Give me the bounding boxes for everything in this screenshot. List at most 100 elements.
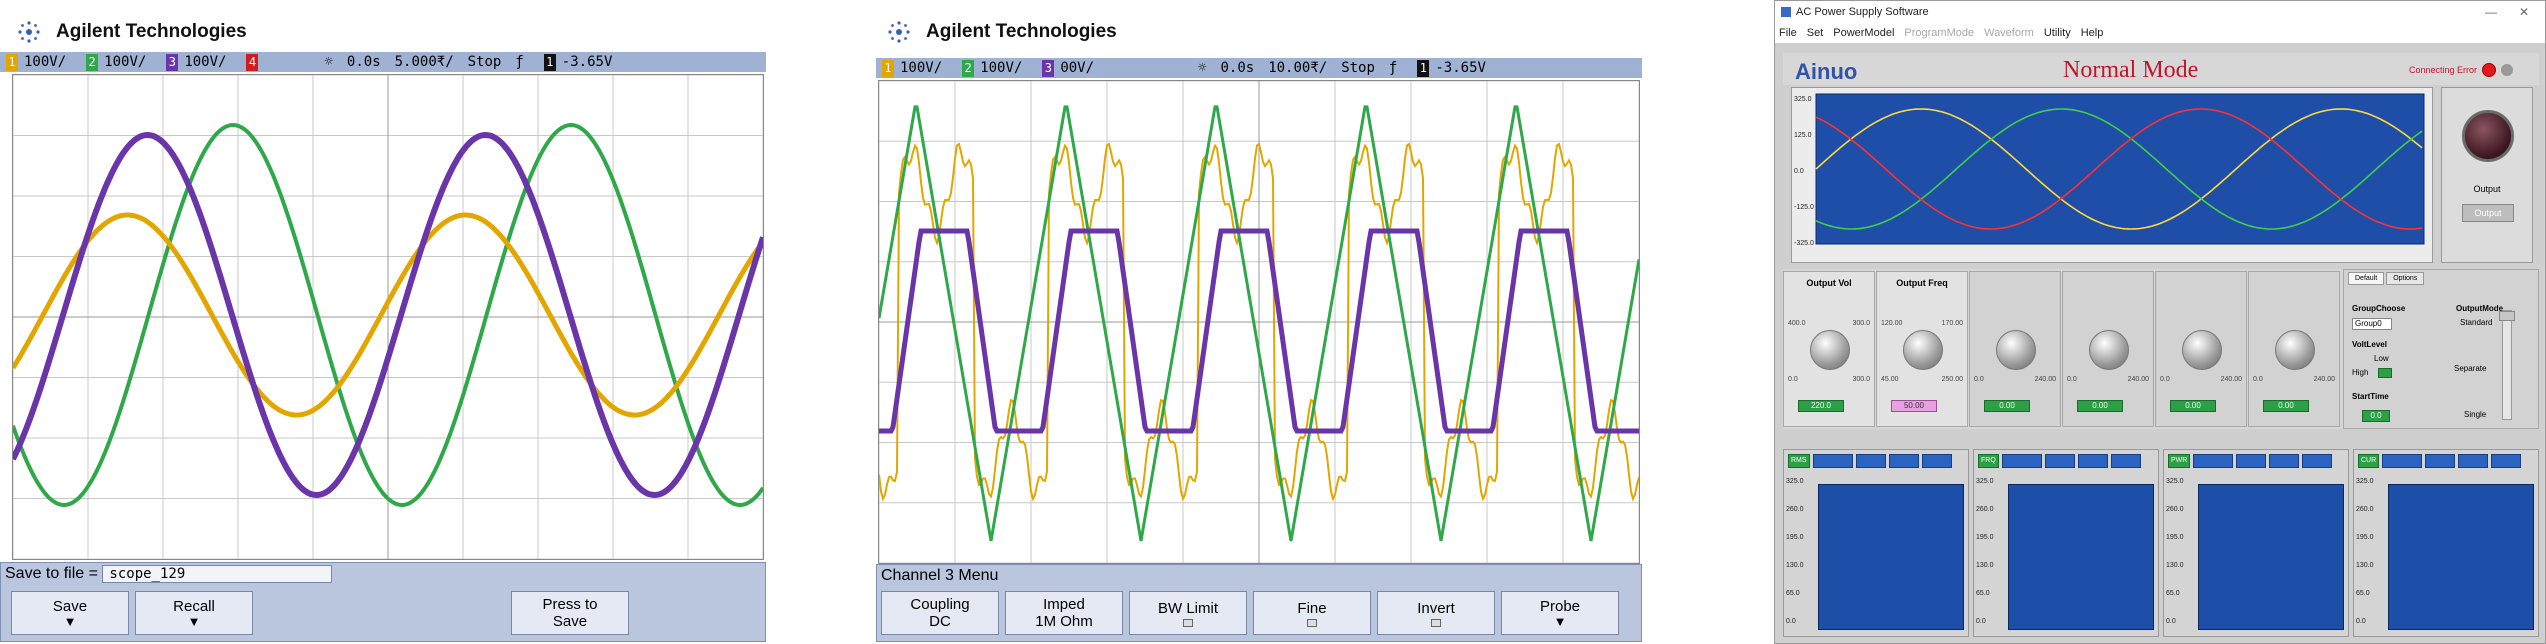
control-value[interactable]: 0.00 (2170, 400, 2216, 412)
control-range-bottom: 0.0 240.00 (2253, 376, 2335, 383)
scope1-waveform-display (13, 75, 763, 559)
ch2-indicator[interactable]: 2 (962, 59, 975, 77)
control-value[interactable]: 50.00 (1891, 400, 1937, 412)
control-range-bottom: 0.0 240.00 (2160, 376, 2242, 383)
separate-label: Separate (2454, 364, 2487, 373)
ch2-indicator[interactable]: 2 (86, 53, 99, 71)
save-button[interactable]: Save ▼ (11, 591, 129, 635)
range-low: 120.00 (1881, 320, 1903, 327)
control-range: 400.0 300.0 (1788, 320, 1870, 327)
control-knob[interactable] (2275, 330, 2315, 370)
knob-min: 0.0 (2160, 376, 2170, 383)
filename-field[interactable]: scope_129 (102, 565, 333, 583)
brand-name: Agilent Technologies (56, 21, 247, 42)
meter-y-label: 260.0 (2166, 506, 2184, 513)
meter-tag[interactable]: FRQ (1978, 454, 1999, 468)
probe-button[interactable]: Probe ▼ (1501, 591, 1619, 635)
y-axis-label: -325.0 (1794, 240, 1814, 247)
meter-readout (2425, 454, 2456, 468)
menu-programmode[interactable]: ProgramMode (1904, 27, 1975, 39)
meter-tag[interactable]: PWR (2168, 454, 2191, 468)
invert-button[interactable]: Invert (1377, 591, 1495, 635)
control-range-bottom: 0.0 240.00 (1974, 376, 2056, 383)
save-label: Save (52, 598, 88, 615)
ch3-indicator[interactable]: 3 (166, 53, 179, 71)
output-button[interactable]: Output (2462, 204, 2514, 222)
scope2-panel: Agilent Technologies 1 100V/ 2 100V/ 3 0… (876, 0, 1646, 644)
scope1-softkey-area: Save to file = scope_129 Save ▼ Recall ▼… (0, 562, 766, 642)
group-panel: Default Options GroupChoose Group0 VoltL… (2343, 269, 2539, 429)
menu-file[interactable]: File (1779, 27, 1797, 39)
slider-thumb[interactable] (2499, 311, 2515, 321)
coupling-label: Coupling (910, 596, 970, 613)
meter-y-label: 0.0 (1786, 618, 1796, 625)
ch2-scale: 100V/ (980, 60, 1023, 76)
minimize-icon[interactable]: — (2484, 5, 2497, 19)
app-icon (1781, 7, 1791, 17)
imped-label: Imped (1043, 596, 1085, 613)
imped-button[interactable]: Imped 1M Ohm (1005, 591, 1123, 635)
control-range-bottom: 45.00 250.00 (1881, 376, 1963, 383)
fine-button[interactable]: Fine (1253, 591, 1371, 635)
recall-button[interactable]: Recall ▼ (135, 591, 253, 635)
meter-tag[interactable]: RMS (1788, 454, 1810, 468)
press-to-save-button[interactable]: Press to Save (511, 591, 629, 635)
menu-waveform[interactable]: Waveform (1984, 27, 2034, 39)
menu-set[interactable]: Set (1806, 27, 1824, 39)
close-icon[interactable]: ✕ (2518, 5, 2529, 19)
control-knob[interactable] (2182, 330, 2222, 370)
knob-max: 250.00 (1941, 376, 1963, 383)
menu-help[interactable]: Help (2080, 27, 2104, 39)
fine-label: Fine (1297, 599, 1327, 617)
output-knob[interactable] (2462, 110, 2514, 162)
control-knob[interactable] (1810, 330, 1850, 370)
output-label: Output (2473, 184, 2501, 194)
app-header: Ainuo Normal Mode Connecting Error (1783, 53, 2539, 85)
knob-min: 0.0 (2253, 376, 2263, 383)
trigger-source: 1 (1417, 59, 1430, 77)
meter-readout (2269, 454, 2300, 468)
meter-readout (2236, 454, 2267, 468)
window-title: AC Power Supply Software (1796, 6, 1929, 18)
control-value[interactable]: 220.0 (1798, 400, 1844, 412)
knob-min: 0.0 (1974, 376, 1984, 383)
trigger-source: 1 (543, 53, 556, 71)
bw-limit-button[interactable]: BW Limit (1129, 591, 1247, 635)
low-label: Low (2374, 354, 2389, 363)
control-knob[interactable] (2089, 330, 2129, 370)
ch4-indicator[interactable]: 4 (246, 53, 259, 71)
meter-tag[interactable]: CUR (2358, 454, 2380, 468)
scope1-status-bar: 1 100V/ 2 100V/ 3 100V/ 4 ☼ 0.0s 5.000₹/… (0, 52, 766, 72)
brand-logo: Ainuo (1795, 59, 1858, 84)
control-knob[interactable] (1903, 330, 1943, 370)
menu-utility[interactable]: Utility (2043, 27, 2071, 39)
control-value[interactable]: 0.00 (2263, 400, 2309, 412)
volt-level-toggle[interactable] (2378, 368, 2392, 378)
tab-options[interactable]: Options (2386, 272, 2425, 285)
meter-readout (1812, 454, 1853, 468)
meter-readout (1888, 454, 1919, 468)
ch3-indicator[interactable]: 3 (1042, 59, 1055, 77)
time-per-div: 5.000₹/ (394, 54, 454, 70)
menu-powermodel[interactable]: PowerModel (1833, 27, 1895, 39)
time-position: 0.0s (1220, 60, 1255, 76)
coupling-button[interactable]: Coupling DC (881, 591, 999, 635)
control-value[interactable]: 0.00 (2077, 400, 2123, 412)
meter-y-label: 195.0 (1786, 534, 1804, 541)
ch2-trace (879, 105, 1639, 542)
meter-plot (1818, 484, 1964, 630)
control-knob[interactable] (1996, 330, 2036, 370)
output-mode-slider[interactable] (2499, 310, 2515, 420)
start-time-value[interactable]: 0.0 (2362, 410, 2390, 422)
ch1-indicator[interactable]: 1 (6, 53, 18, 71)
control-range-bottom: 0.0 300.0 (1788, 376, 1870, 383)
ch1-indicator[interactable]: 1 (882, 59, 894, 77)
scope1-screen (12, 74, 764, 560)
meter-readout (1921, 454, 1952, 468)
phase-waveform (1815, 108, 2423, 230)
control-value[interactable]: 0.00 (1984, 400, 2030, 412)
tab-default[interactable]: Default (2348, 272, 2385, 285)
group-select[interactable]: Group0 (2352, 318, 2392, 330)
agilent-logo-icon (888, 21, 910, 43)
meter-readout (2077, 454, 2108, 468)
